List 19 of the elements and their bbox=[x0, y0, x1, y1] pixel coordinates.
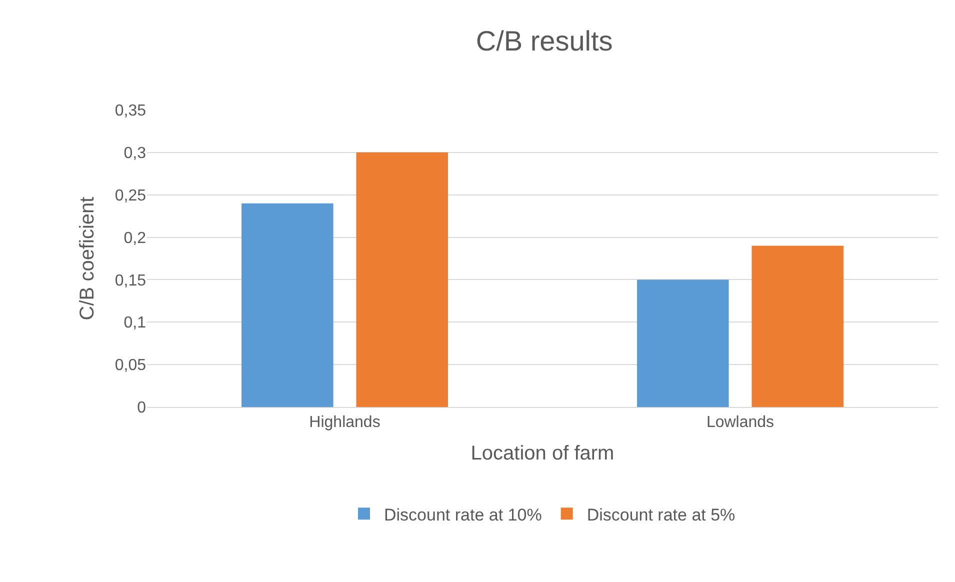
chart-title: C/B results bbox=[476, 26, 613, 57]
bar bbox=[752, 246, 844, 407]
bar bbox=[356, 152, 448, 407]
x-tick-label: Lowlands bbox=[706, 414, 774, 432]
legend-label: Discount rate at 5% bbox=[586, 505, 736, 524]
y-tick-label: 0,05 bbox=[114, 357, 146, 374]
x-tick-label: Highlands bbox=[309, 414, 380, 432]
y-tick-label: 0 bbox=[137, 400, 146, 417]
y-tick-label: 0,15 bbox=[114, 272, 146, 290]
y-tick-label: 0,3 bbox=[124, 145, 146, 162]
y-tick-label: 0,1 bbox=[124, 314, 146, 332]
legend-label: Discount rate at 10% bbox=[384, 505, 542, 524]
y-tick-label: 0,35 bbox=[114, 102, 146, 120]
y-axis-title: C/B coeficient bbox=[76, 196, 98, 320]
x-axis-title: Location of farm bbox=[470, 442, 614, 465]
y-tick-label: 0,25 bbox=[114, 187, 146, 204]
bar bbox=[637, 280, 729, 407]
bar bbox=[242, 203, 334, 407]
y-tick-label: 0,2 bbox=[124, 230, 146, 247]
